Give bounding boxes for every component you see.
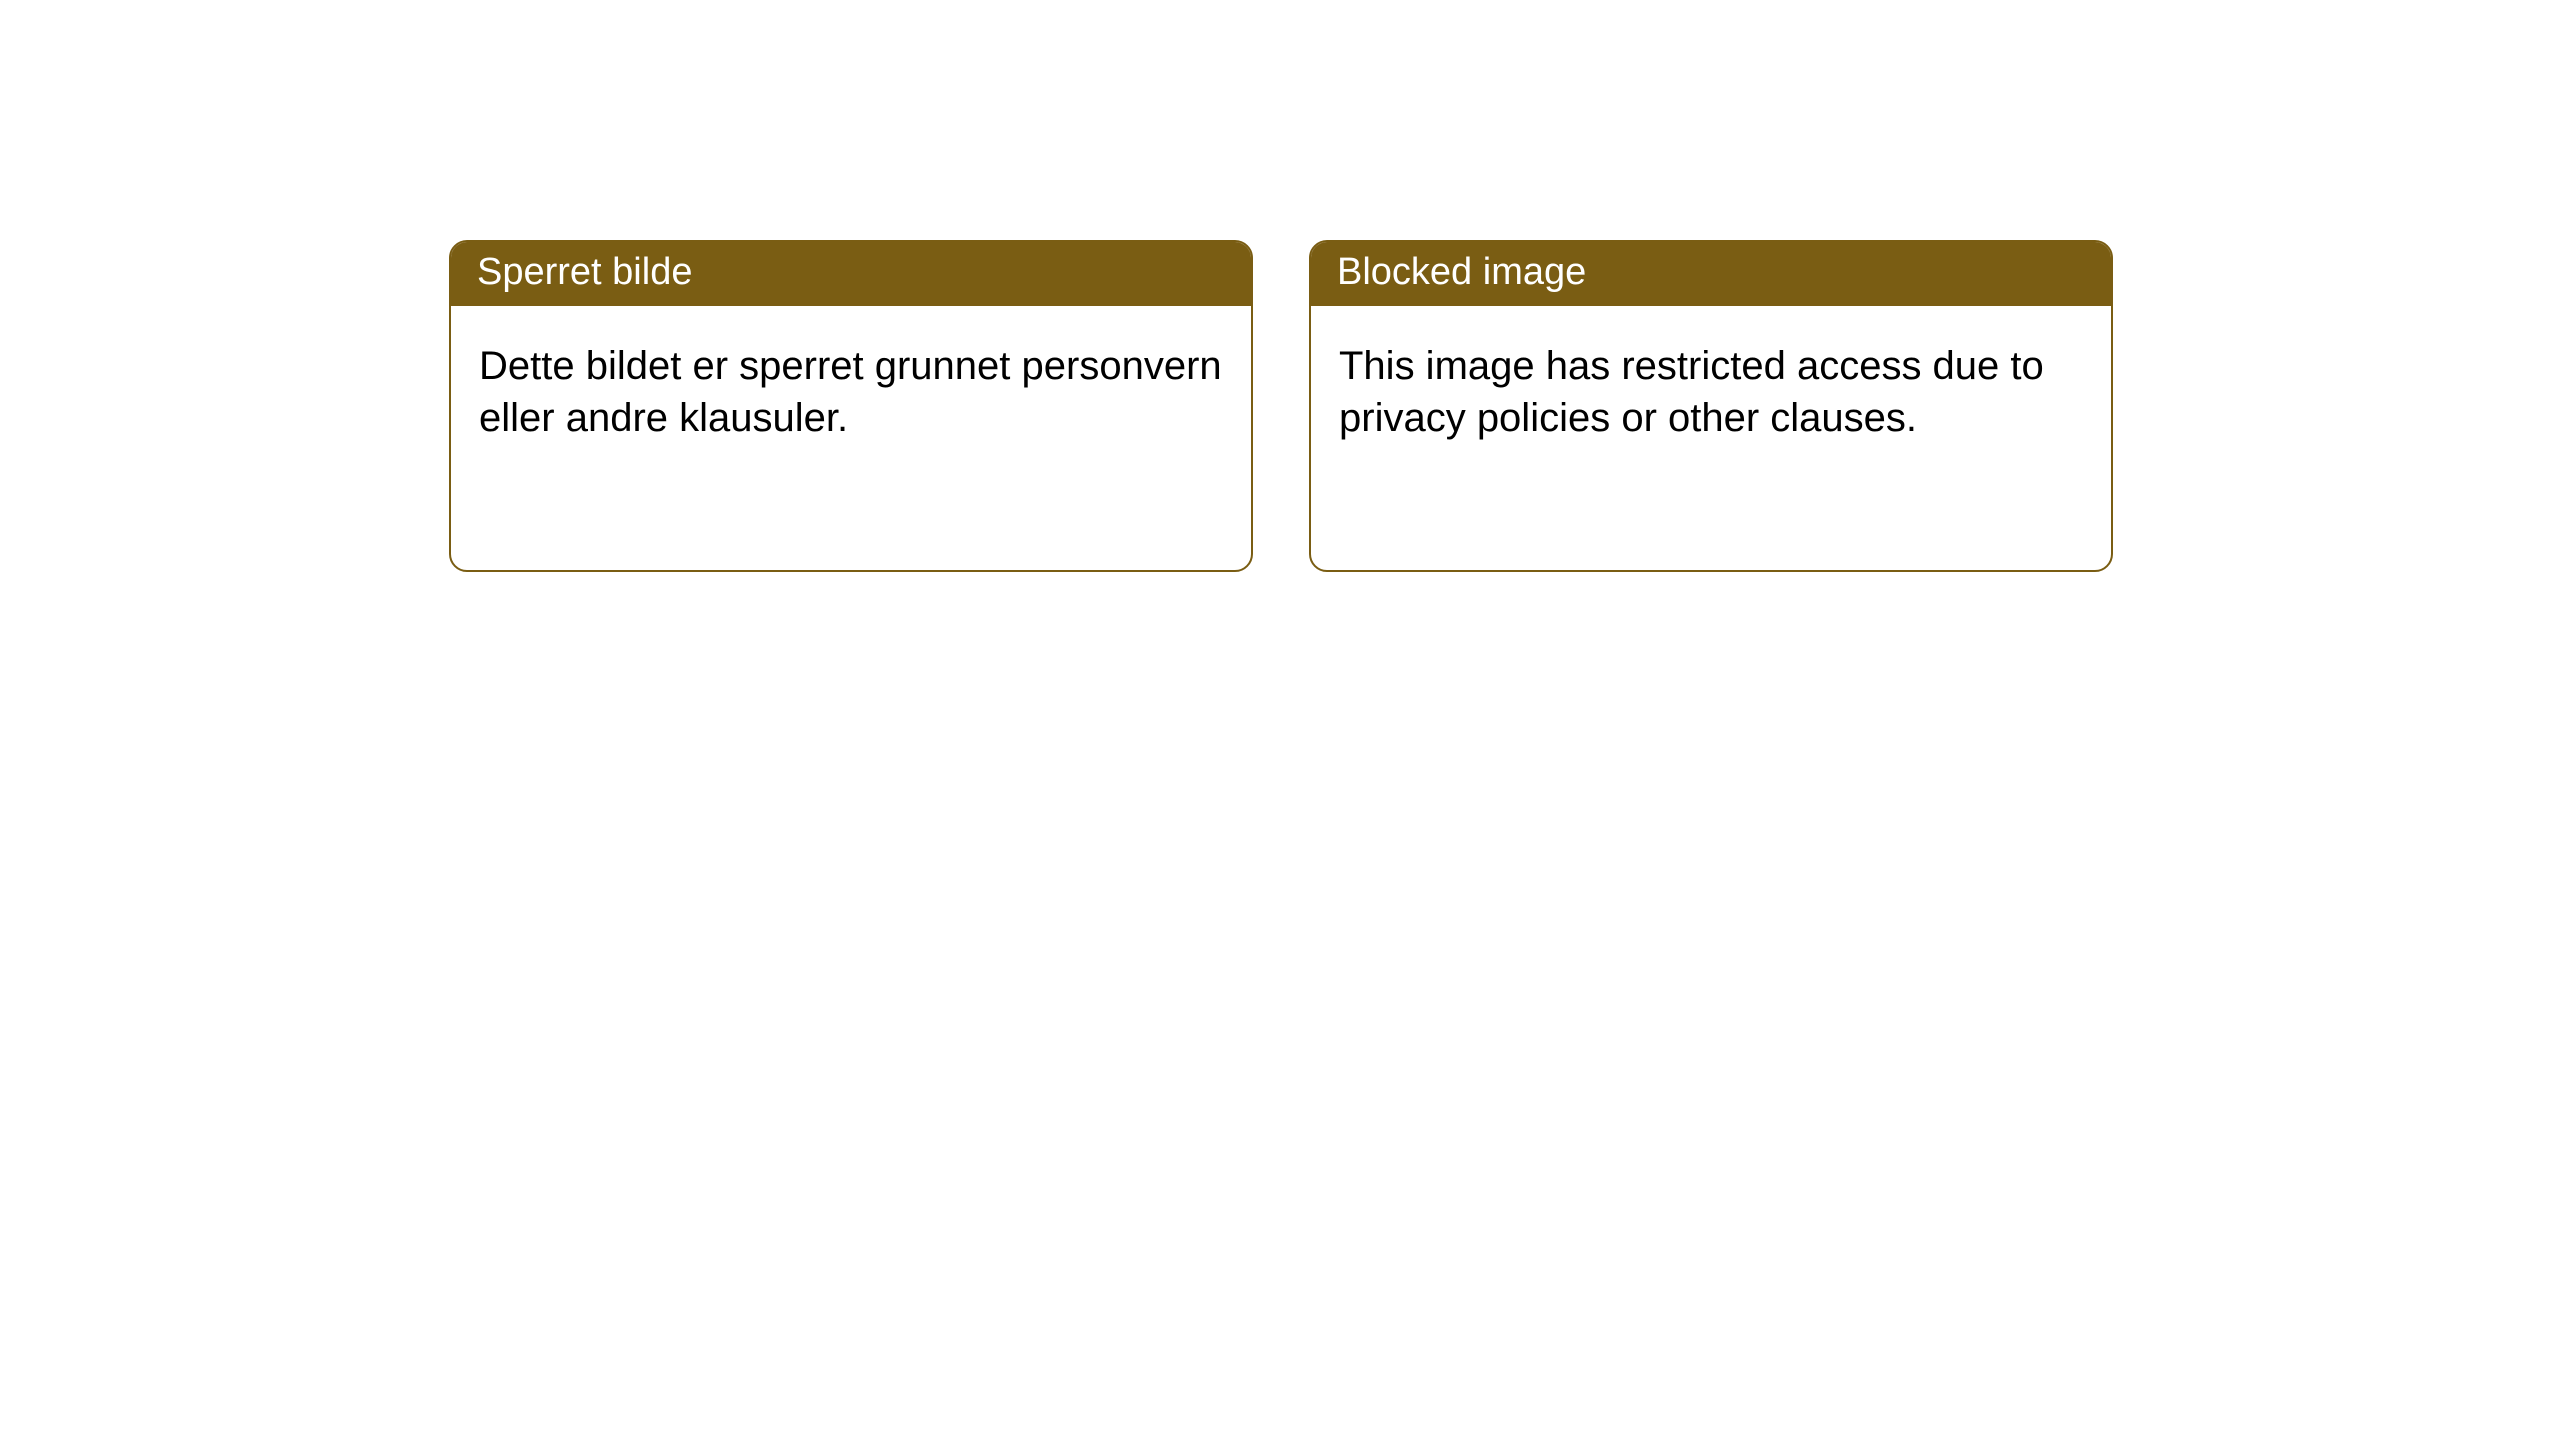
notice-card-body: Dette bildet er sperret grunnet personve… (451, 306, 1251, 472)
notice-card-en: Blocked image This image has restricted … (1309, 240, 2113, 572)
notice-card-title: Sperret bilde (451, 242, 1251, 306)
notice-container: Sperret bilde Dette bildet er sperret gr… (449, 240, 2113, 572)
notice-card-body: This image has restricted access due to … (1311, 306, 2111, 472)
notice-card-title: Blocked image (1311, 242, 2111, 306)
notice-card-no: Sperret bilde Dette bildet er sperret gr… (449, 240, 1253, 572)
